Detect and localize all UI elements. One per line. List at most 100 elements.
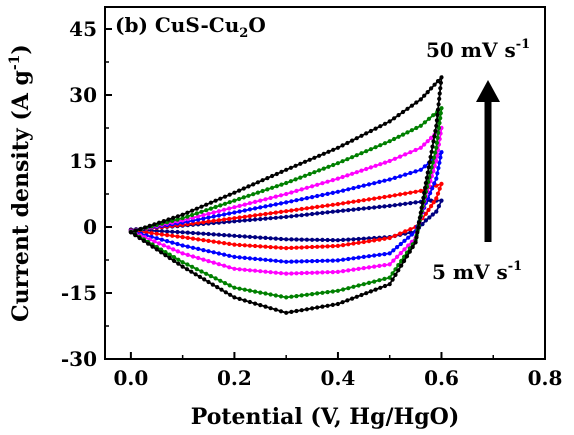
series-point — [258, 217, 263, 222]
series-point — [227, 253, 232, 258]
series-point — [346, 268, 351, 273]
series-point — [154, 247, 159, 252]
series-point — [436, 204, 441, 209]
series-point — [366, 205, 372, 211]
series-point — [232, 205, 237, 210]
series-point — [325, 303, 330, 308]
panel-label: (b) CuS-Cu2O — [115, 13, 266, 41]
series-point — [356, 236, 361, 242]
series-point — [430, 212, 435, 217]
series-point — [289, 294, 294, 299]
series-point — [315, 305, 320, 310]
series-point — [403, 201, 408, 206]
series-point — [317, 168, 322, 173]
series-point — [163, 253, 168, 258]
series-point — [270, 173, 275, 179]
series-point — [422, 93, 427, 98]
series-point — [299, 293, 304, 298]
series-point — [321, 151, 326, 156]
series-point — [399, 263, 404, 268]
series-point — [395, 254, 400, 259]
series-point — [325, 179, 330, 184]
series-point — [218, 203, 223, 208]
series-point — [425, 139, 430, 144]
series-point — [258, 235, 263, 240]
series-point — [268, 306, 273, 311]
series-point — [146, 241, 151, 246]
plot-frame — [104, 6, 546, 360]
series-point — [372, 238, 377, 243]
series-point — [190, 236, 196, 241]
series-point — [310, 270, 315, 275]
series-point — [372, 205, 377, 210]
series-point — [263, 291, 268, 296]
series-point — [171, 247, 176, 252]
series-point — [273, 307, 278, 312]
y-tick-label: -15 — [61, 281, 97, 305]
series-point — [167, 252, 172, 257]
series-point — [354, 136, 359, 141]
series-point — [361, 239, 366, 245]
series-point — [210, 282, 215, 287]
series-point — [351, 199, 356, 204]
series-point — [185, 252, 190, 257]
series-point — [414, 235, 419, 240]
ticks-layer: 0.0 0.2 0.4 0.6 0.8 -30 -15 0 15 30 45 — [61, 17, 563, 390]
series-point — [289, 208, 294, 213]
series-point — [312, 170, 317, 175]
series-point — [317, 153, 322, 158]
series-point — [335, 243, 340, 248]
series-point — [278, 271, 284, 276]
series-point — [426, 165, 431, 170]
series-point — [368, 128, 373, 134]
y-axis-label: Current density (A g-1) — [7, 44, 34, 322]
series-point — [218, 196, 223, 201]
series-point — [184, 267, 190, 272]
series-point — [206, 215, 211, 220]
series-point — [402, 247, 407, 252]
series-point — [242, 234, 247, 239]
series-point — [237, 203, 242, 208]
series-point — [133, 233, 138, 238]
series-point — [335, 161, 340, 166]
series-point — [265, 187, 270, 192]
series-point — [157, 220, 162, 225]
series-point — [237, 188, 242, 193]
series-point — [232, 219, 237, 224]
series-point — [310, 195, 315, 200]
series-point — [377, 179, 382, 184]
series-point — [346, 286, 351, 291]
series-point — [432, 82, 437, 87]
series-point — [222, 241, 227, 246]
x-tick-label: 0.2 — [217, 366, 252, 390]
series-point — [175, 241, 180, 247]
series-point — [206, 279, 211, 285]
series-point — [299, 259, 304, 264]
series-point — [166, 245, 171, 250]
series-point — [201, 238, 206, 243]
series-point — [408, 201, 413, 206]
series-point — [335, 301, 340, 307]
x-tick-label: 0.6 — [424, 366, 459, 390]
series-point — [402, 258, 407, 264]
series-point — [284, 295, 289, 300]
series-point — [284, 310, 289, 315]
series-point — [325, 191, 330, 196]
series-point — [246, 193, 251, 198]
series-point — [405, 106, 410, 111]
series-point — [364, 149, 369, 154]
series-point — [213, 198, 218, 203]
series-point — [180, 216, 185, 221]
series-point — [382, 194, 387, 200]
series-point — [211, 232, 216, 237]
series-point — [413, 240, 418, 245]
series-point — [340, 300, 345, 305]
series-point — [351, 256, 356, 261]
series-point — [190, 245, 196, 250]
series-point — [227, 216, 232, 221]
series-point — [434, 145, 439, 150]
series-point — [227, 233, 232, 238]
series-point — [398, 202, 403, 207]
series-point — [263, 257, 268, 262]
series-point — [325, 290, 330, 295]
